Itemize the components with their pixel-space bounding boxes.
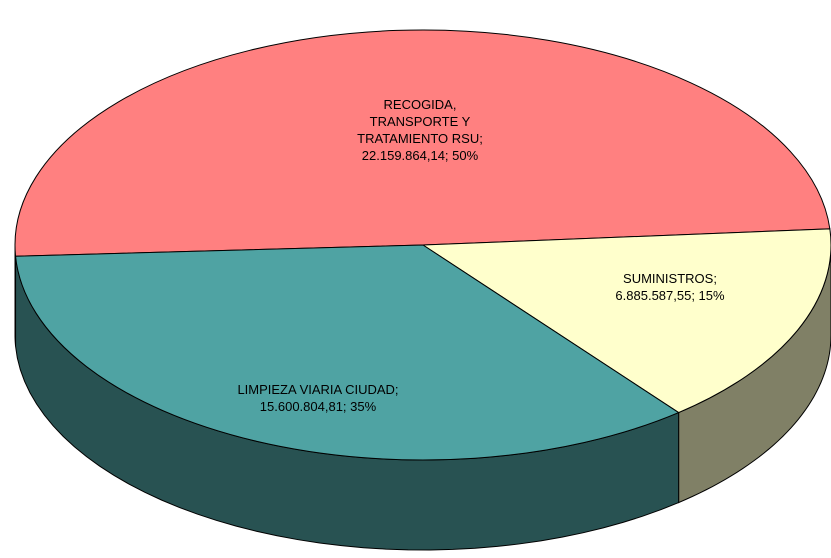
data-label-box: LIMPIEZA VIARIA CIUDAD; 15.600.804,81; 3…: [228, 353, 408, 443]
slice: [15, 244, 680, 461]
data-label-wrap: RECOGIDA, TRANSPORTE Y TRATAMIENTO RSU; …: [345, 85, 495, 175]
data-label: SUMINISTROS; 6.885.587,55; 15%: [615, 271, 725, 303]
data-label: RECOGIDA, TRANSPORTE Y TRATAMIENTO RSU; …: [357, 97, 483, 163]
data-label: LIMPIEZA VIARIA CIUDAD; 15.600.804,81; 3…: [237, 382, 399, 414]
data-label-box: RECOGIDA, TRANSPORTE Y TRATAMIENTO RSU; …: [345, 85, 495, 175]
data-label-wrap: SUMINISTROS; 6.885.587,55; 15%: [585, 242, 755, 332]
slice: [14, 29, 831, 257]
data-label-wrap: LIMPIEZA VIARIA CIUDAD; 15.600.804,81; 3…: [228, 353, 408, 443]
data-label-box: SUMINISTROS; 6.885.587,55; 15%: [585, 242, 755, 332]
